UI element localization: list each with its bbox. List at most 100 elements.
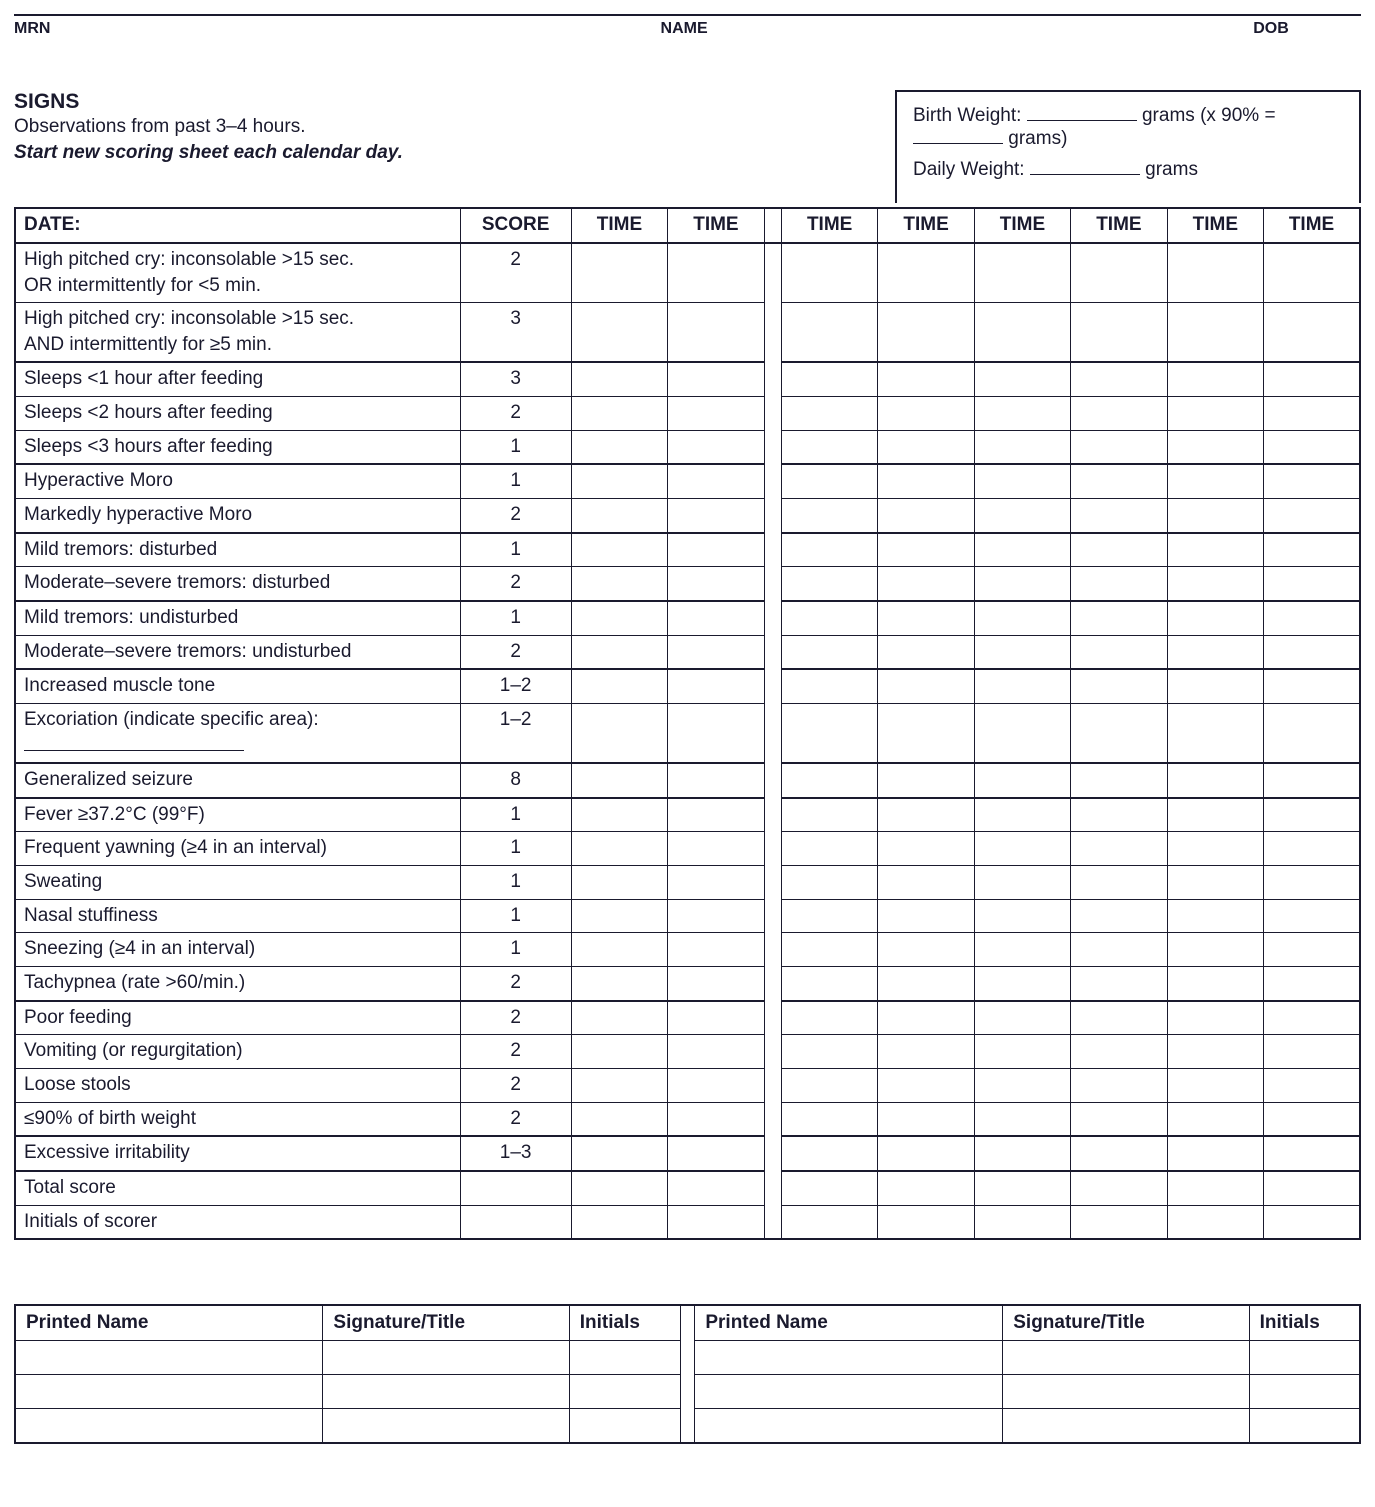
time-cell[interactable] xyxy=(781,567,877,601)
time-cell[interactable] xyxy=(878,303,974,363)
time-cell[interactable] xyxy=(668,1171,764,1205)
time-cell[interactable] xyxy=(1167,430,1263,464)
sig-cell[interactable] xyxy=(323,1409,569,1443)
time-cell[interactable] xyxy=(668,703,764,763)
time-cell[interactable] xyxy=(781,1001,877,1035)
time-cell[interactable] xyxy=(781,499,877,533)
birth-weight-90pct-field[interactable] xyxy=(913,127,1003,144)
time-cell[interactable] xyxy=(1264,303,1360,363)
time-cell[interactable] xyxy=(1167,635,1263,669)
time-cell[interactable] xyxy=(781,763,877,798)
sig-cell[interactable] xyxy=(1003,1409,1249,1443)
time-cell[interactable] xyxy=(974,1102,1070,1136)
time-cell[interactable] xyxy=(668,601,764,635)
time-cell[interactable] xyxy=(668,397,764,431)
sig-cell[interactable] xyxy=(695,1375,1003,1409)
sig-cell[interactable] xyxy=(15,1409,323,1443)
time-cell[interactable] xyxy=(878,703,974,763)
time-cell[interactable] xyxy=(571,669,667,703)
sig-cell[interactable] xyxy=(15,1375,323,1409)
time-cell[interactable] xyxy=(974,798,1070,832)
time-cell[interactable] xyxy=(668,430,764,464)
time-cell[interactable] xyxy=(1264,499,1360,533)
time-cell[interactable] xyxy=(1071,635,1167,669)
time-cell[interactable] xyxy=(571,397,667,431)
time-cell[interactable] xyxy=(668,866,764,900)
time-cell[interactable] xyxy=(1167,763,1263,798)
time-cell[interactable] xyxy=(974,1068,1070,1102)
time-cell[interactable] xyxy=(571,798,667,832)
time-cell[interactable] xyxy=(571,899,667,933)
time-cell[interactable] xyxy=(974,1205,1070,1239)
time-cell[interactable] xyxy=(1167,1068,1263,1102)
time-cell[interactable] xyxy=(781,1171,877,1205)
time-cell[interactable] xyxy=(781,430,877,464)
time-cell[interactable] xyxy=(1071,832,1167,866)
time-cell[interactable] xyxy=(1264,533,1360,567)
time-cell[interactable] xyxy=(1071,567,1167,601)
time-cell[interactable] xyxy=(1167,499,1263,533)
time-cell[interactable] xyxy=(878,567,974,601)
time-cell[interactable] xyxy=(1264,464,1360,498)
sig-cell[interactable] xyxy=(1249,1409,1360,1443)
time-cell[interactable] xyxy=(1264,703,1360,763)
time-cell[interactable] xyxy=(878,362,974,396)
time-cell[interactable] xyxy=(1071,1205,1167,1239)
time-cell[interactable] xyxy=(974,635,1070,669)
time-cell[interactable] xyxy=(1264,1171,1360,1205)
time-cell[interactable] xyxy=(1167,303,1263,363)
time-cell[interactable] xyxy=(1071,499,1167,533)
time-cell[interactable] xyxy=(668,1035,764,1069)
time-cell[interactable] xyxy=(781,1136,877,1171)
time-cell[interactable] xyxy=(1264,669,1360,703)
time-cell[interactable] xyxy=(974,533,1070,567)
sig-cell[interactable] xyxy=(1003,1341,1249,1375)
time-cell[interactable] xyxy=(781,1035,877,1069)
time-cell[interactable] xyxy=(1071,1171,1167,1205)
time-cell[interactable] xyxy=(1071,1001,1167,1035)
time-cell[interactable] xyxy=(571,601,667,635)
time-cell[interactable] xyxy=(974,1035,1070,1069)
time-cell[interactable] xyxy=(1264,933,1360,967)
time-cell[interactable] xyxy=(1167,601,1263,635)
daily-weight-field[interactable] xyxy=(1030,158,1140,175)
time-cell[interactable] xyxy=(1264,1068,1360,1102)
time-cell[interactable] xyxy=(571,499,667,533)
time-cell[interactable] xyxy=(974,967,1070,1001)
time-cell[interactable] xyxy=(1167,832,1263,866)
time-cell[interactable] xyxy=(781,1205,877,1239)
time-cell[interactable] xyxy=(571,567,667,601)
sig-cell[interactable] xyxy=(15,1341,323,1375)
time-cell[interactable] xyxy=(974,362,1070,396)
time-cell[interactable] xyxy=(1167,899,1263,933)
time-cell[interactable] xyxy=(974,669,1070,703)
time-cell[interactable] xyxy=(781,533,877,567)
time-cell[interactable] xyxy=(1071,243,1167,303)
time-cell[interactable] xyxy=(1167,1102,1263,1136)
time-cell[interactable] xyxy=(1167,798,1263,832)
time-cell[interactable] xyxy=(1264,967,1360,1001)
time-cell[interactable] xyxy=(1071,763,1167,798)
time-cell[interactable] xyxy=(878,243,974,303)
time-cell[interactable] xyxy=(668,899,764,933)
time-cell[interactable] xyxy=(1264,567,1360,601)
time-cell[interactable] xyxy=(571,1205,667,1239)
time-cell[interactable] xyxy=(668,499,764,533)
time-cell[interactable] xyxy=(1167,567,1263,601)
sig-cell[interactable] xyxy=(569,1375,680,1409)
time-cell[interactable] xyxy=(1071,601,1167,635)
time-cell[interactable] xyxy=(668,303,764,363)
time-cell[interactable] xyxy=(571,635,667,669)
time-cell[interactable] xyxy=(974,601,1070,635)
time-cell[interactable] xyxy=(571,1035,667,1069)
time-cell[interactable] xyxy=(878,1171,974,1205)
time-cell[interactable] xyxy=(1071,669,1167,703)
time-cell[interactable] xyxy=(1071,933,1167,967)
time-cell[interactable] xyxy=(878,430,974,464)
time-cell[interactable] xyxy=(571,703,667,763)
time-cell[interactable] xyxy=(668,798,764,832)
time-cell[interactable] xyxy=(878,1205,974,1239)
sig-cell[interactable] xyxy=(569,1341,680,1375)
time-cell[interactable] xyxy=(571,832,667,866)
time-cell[interactable] xyxy=(1264,899,1360,933)
